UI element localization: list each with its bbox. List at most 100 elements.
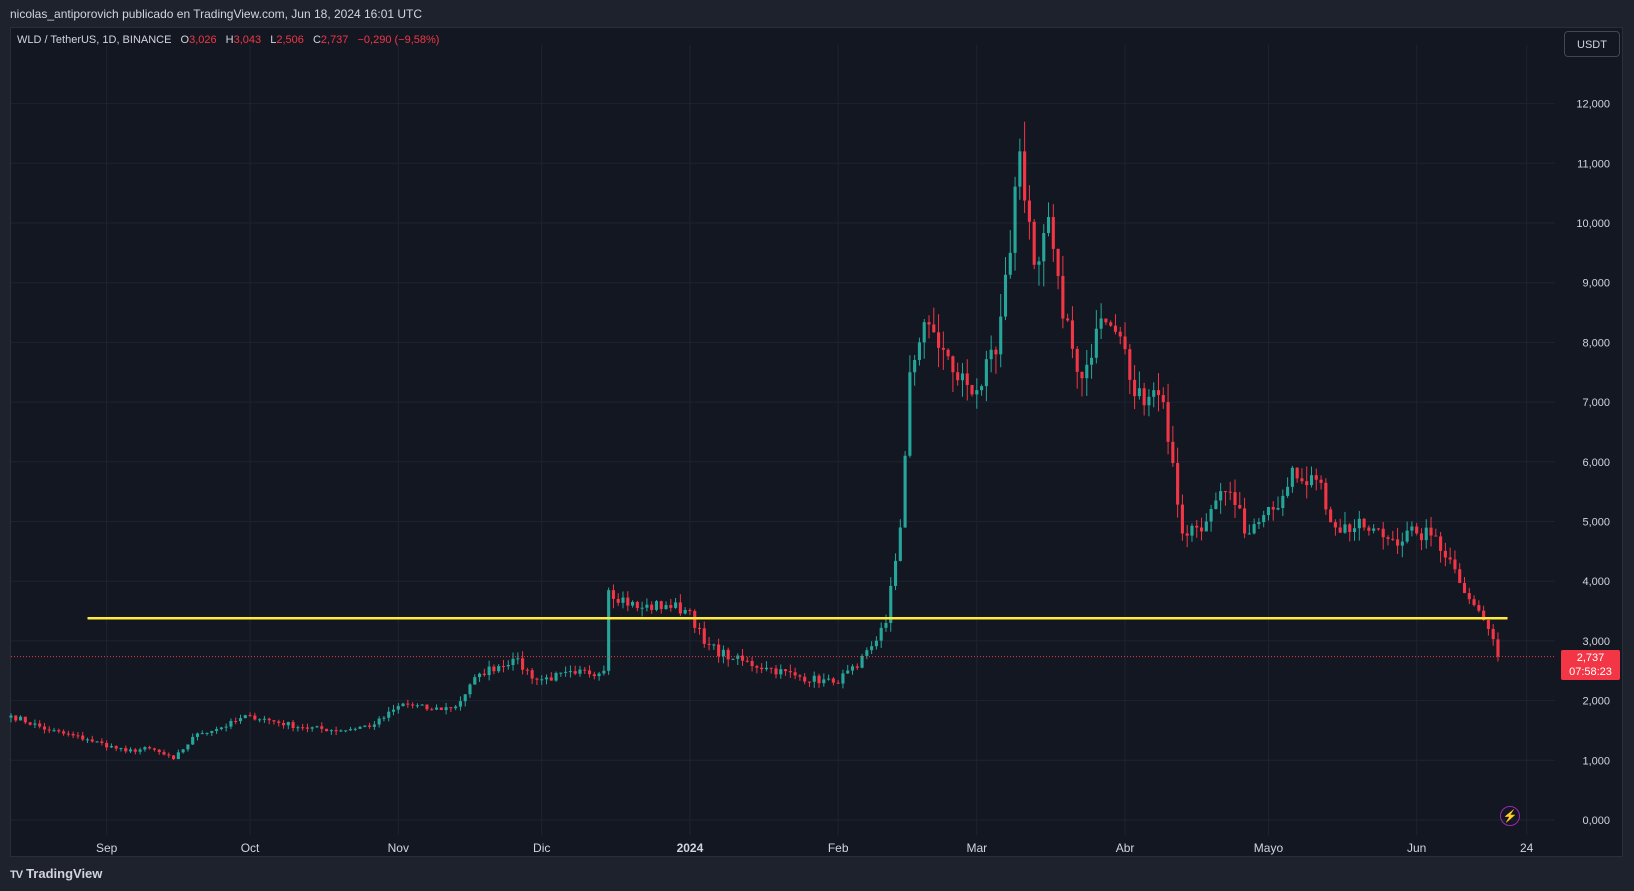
candle-body [439,707,443,711]
candle-body [669,605,673,608]
candle-body [1448,557,1452,560]
candle-body [1462,582,1467,594]
candle-body [449,707,453,709]
candle-body [1166,402,1170,442]
candle-body [1405,530,1409,542]
y-tick-label: 0,000 [1582,815,1610,827]
low-value: 2,506 [276,34,304,46]
candle-body [377,718,381,725]
x-tick-label: Mar [966,841,987,855]
candle-body [678,602,682,614]
candle-body [817,675,821,684]
candle-body [1357,518,1361,529]
open-label: O [180,34,190,46]
candle-body [186,744,190,750]
candle-body [616,598,620,603]
candle-body [1061,275,1065,319]
candle-body [640,607,644,609]
candle-body [674,602,678,608]
candle-body [114,746,118,749]
y-tick-label: 11,000 [1577,158,1610,170]
candle-body [258,719,262,721]
overlay [11,616,1555,658]
candle-body [1295,467,1299,479]
candle-body [659,601,663,609]
candle-body [296,727,300,729]
candle-body [71,733,75,736]
candle-body [970,385,974,395]
candle-body [1467,593,1471,600]
candle-body [1305,481,1309,486]
candle-body [1439,536,1443,551]
candle-body [745,660,749,662]
candle-body [57,730,61,732]
candle-body [855,666,859,668]
candle-body [1185,533,1189,536]
candle-body [1491,628,1495,640]
candle-body [750,660,754,667]
y-tick-label: 9,000 [1582,278,1610,290]
candle-body [707,643,711,645]
candle-body [181,749,185,753]
x-tick-label: Oct [241,841,260,855]
candle-body [1137,388,1141,397]
candle-body [1133,379,1137,397]
high-label: H [225,34,234,46]
candle-body [989,349,993,360]
candle-body [721,649,725,657]
candle-body [807,681,812,683]
tradingview-brand[interactable]: TV TradingView [10,866,102,881]
lightning-icon[interactable]: ⚡ [1500,806,1520,826]
x-tick-label: Jun [1407,841,1426,855]
candle-body [42,726,47,730]
candle-body [315,726,319,728]
candle-body [521,658,525,670]
candle-body [1190,525,1194,536]
candle-body [1266,507,1271,516]
y-tick-label: 3,000 [1582,636,1610,648]
candle-body [1252,524,1256,534]
candle-body [1085,364,1089,379]
candle-body [353,728,357,730]
candle-body [1333,522,1337,528]
candle-body [712,644,716,646]
candle-body [1023,151,1027,201]
y-tick-label: 1,000 [1582,755,1610,767]
candle-body [1018,151,1022,187]
candle-body [411,704,415,706]
candle-body [482,673,486,676]
candle-body [1228,491,1232,493]
candle-body [277,721,281,723]
candle-body [688,609,692,612]
x-tick-label: Abr [1116,841,1135,855]
candle-body [573,671,577,674]
candle-body [1104,318,1108,323]
chart-frame[interactable] [10,27,1623,857]
candle-body [917,342,921,360]
candle-body [1195,525,1199,528]
candle-body [984,359,988,387]
candle-body [95,741,99,743]
candle-body [1472,599,1476,606]
candle-body [631,601,635,606]
candle-body [941,347,945,350]
candle-body [1233,492,1237,505]
candle-body [889,585,893,623]
y-tick-label: 8,000 [1582,337,1610,349]
candle-body [1367,527,1371,531]
candle-body [1046,217,1051,234]
candle-body [1434,535,1438,537]
candle-body [124,748,128,752]
candle-body [152,748,156,750]
candle-body [1410,526,1414,531]
candle-body [1381,528,1385,538]
candle-body [1156,390,1161,396]
candle-body [865,650,869,656]
currency-button[interactable]: USDT [1564,31,1620,57]
candle-body [1391,538,1395,540]
candle-body [387,711,391,718]
candle-body [626,597,630,606]
candle-body [1314,475,1318,480]
candle-body [932,324,936,333]
